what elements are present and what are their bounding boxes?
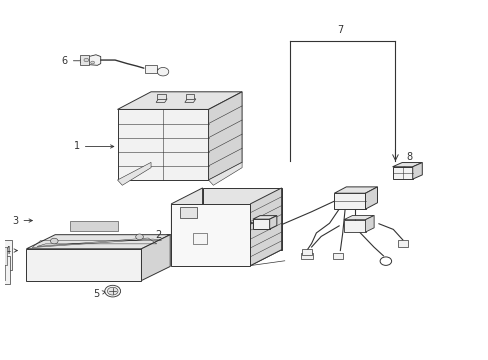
Polygon shape: [180, 207, 196, 218]
Polygon shape: [392, 167, 412, 179]
Polygon shape: [300, 253, 312, 259]
Polygon shape: [69, 221, 117, 231]
Polygon shape: [343, 215, 373, 220]
Polygon shape: [193, 233, 207, 243]
Text: 1: 1: [74, 141, 114, 152]
Polygon shape: [334, 193, 365, 209]
Polygon shape: [185, 94, 194, 99]
Polygon shape: [0, 240, 12, 270]
Circle shape: [84, 58, 89, 62]
Polygon shape: [301, 249, 311, 256]
Text: 4: 4: [4, 246, 18, 256]
Polygon shape: [392, 162, 422, 167]
Text: 8: 8: [403, 152, 412, 167]
Polygon shape: [250, 188, 281, 266]
Polygon shape: [184, 99, 196, 102]
Circle shape: [90, 61, 94, 64]
Polygon shape: [202, 188, 281, 250]
Polygon shape: [26, 249, 141, 280]
Circle shape: [107, 287, 118, 295]
Text: 5: 5: [93, 289, 105, 298]
Polygon shape: [117, 92, 242, 109]
Polygon shape: [117, 109, 208, 180]
Polygon shape: [171, 250, 281, 266]
Polygon shape: [141, 235, 170, 280]
Polygon shape: [80, 55, 89, 66]
Text: 6: 6: [61, 56, 83, 66]
Polygon shape: [334, 187, 377, 193]
Polygon shape: [412, 162, 422, 179]
Circle shape: [157, 67, 168, 76]
Text: 9: 9: [236, 218, 252, 228]
Polygon shape: [365, 187, 377, 209]
Polygon shape: [332, 253, 343, 259]
Polygon shape: [0, 265, 5, 280]
Polygon shape: [343, 220, 365, 232]
Polygon shape: [145, 65, 157, 73]
Polygon shape: [171, 188, 202, 266]
Text: 7: 7: [337, 25, 343, 35]
Polygon shape: [156, 99, 167, 102]
Polygon shape: [365, 215, 373, 232]
Polygon shape: [157, 94, 165, 99]
Circle shape: [50, 238, 58, 244]
Text: 3: 3: [12, 216, 32, 226]
Polygon shape: [397, 240, 407, 247]
Polygon shape: [252, 216, 276, 219]
Polygon shape: [208, 92, 242, 180]
Text: 2: 2: [155, 230, 189, 240]
Circle shape: [136, 234, 143, 240]
Polygon shape: [252, 219, 269, 229]
Polygon shape: [89, 55, 101, 66]
Polygon shape: [208, 162, 242, 185]
Polygon shape: [117, 162, 151, 185]
Circle shape: [104, 285, 121, 297]
Polygon shape: [0, 256, 10, 284]
Polygon shape: [26, 235, 170, 249]
Polygon shape: [269, 216, 276, 229]
Polygon shape: [0, 247, 7, 265]
Polygon shape: [171, 204, 250, 266]
